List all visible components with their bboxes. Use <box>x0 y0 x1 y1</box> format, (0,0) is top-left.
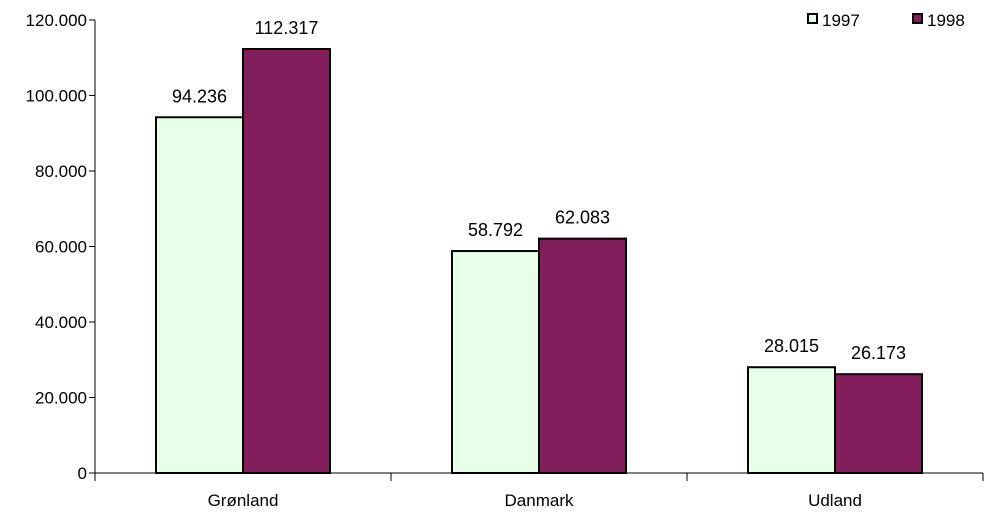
legend-swatch <box>912 13 923 24</box>
y-tick-label: 20.000 <box>35 389 87 408</box>
bar-1998-0 <box>242 48 331 474</box>
x-category-label: Danmark <box>505 491 574 510</box>
data-label: 62.083 <box>555 208 610 228</box>
y-tick-label: 40.000 <box>35 313 87 332</box>
bar-1998-2 <box>834 373 923 475</box>
data-labels: 94.236 112.317 58.792 62.083 28.015 26.173 <box>172 18 906 363</box>
y-tick-label: 80.000 <box>35 162 87 181</box>
y-tick-label: 60.000 <box>35 238 87 257</box>
data-label: 112.317 <box>255 18 319 38</box>
y-tick-label: 100.000 <box>26 87 87 106</box>
data-label: 58.792 <box>468 220 523 240</box>
data-label: 28.015 <box>764 336 819 356</box>
y-tick-label: 120.000 <box>26 11 87 30</box>
x-category-label: Udland <box>808 491 862 510</box>
bar-1997-0 <box>155 116 244 475</box>
bar-1997-1 <box>451 250 540 474</box>
bars <box>155 48 923 475</box>
data-label: 26.173 <box>851 343 906 363</box>
bar-1997-2 <box>747 366 836 474</box>
x-category-label: Grønland <box>208 491 279 510</box>
legend-label: 1998 <box>927 11 965 30</box>
legend-label: 1997 <box>822 11 860 30</box>
bar-1998-1 <box>538 237 627 474</box>
y-tick-label: 0 <box>78 464 87 483</box>
data-label: 94.236 <box>172 86 227 106</box>
legend: 1997 1998 <box>807 11 965 30</box>
axes: 0 20.000 40.000 60.000 80.000 100.000 120.000 G… <box>26 11 984 510</box>
legend-swatch <box>807 13 818 24</box>
